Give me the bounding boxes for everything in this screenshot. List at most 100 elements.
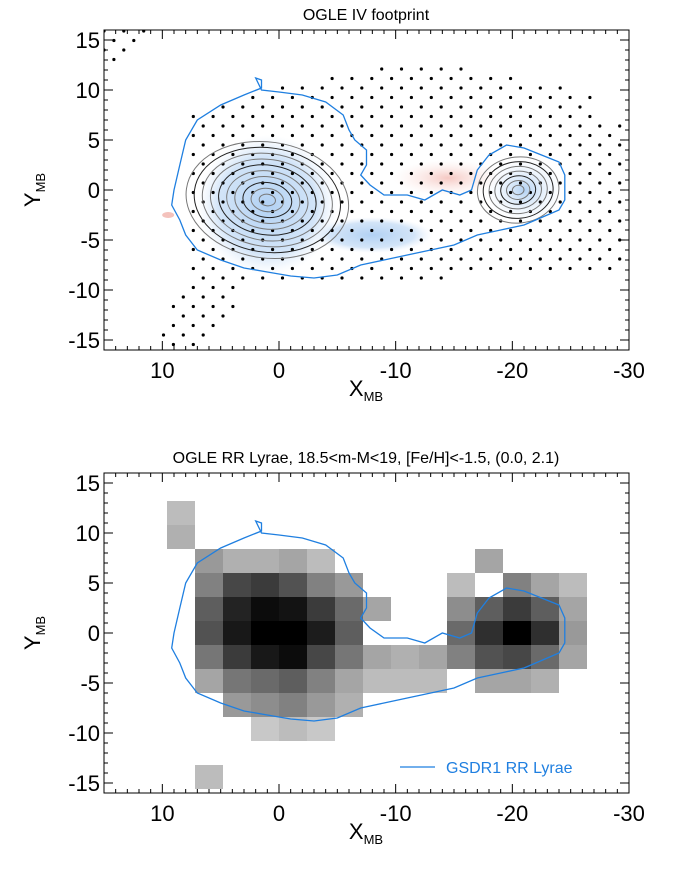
field-point xyxy=(439,257,443,261)
field-point xyxy=(618,238,622,242)
field-point xyxy=(370,266,374,271)
field-point xyxy=(469,190,473,195)
x-axis-label: XMB xyxy=(349,376,383,404)
heatmap-cell xyxy=(307,549,335,573)
field-point xyxy=(469,228,473,233)
field-point xyxy=(548,190,552,195)
heatmap-cell xyxy=(251,573,279,597)
heatmap-cell xyxy=(223,549,251,573)
field-point xyxy=(409,95,413,100)
field-point xyxy=(399,181,404,185)
field-point xyxy=(429,133,433,138)
field-point xyxy=(419,143,423,147)
field-point xyxy=(350,228,354,233)
field-point xyxy=(598,124,602,128)
field-point xyxy=(171,323,175,328)
field-point xyxy=(518,105,523,109)
field-point xyxy=(409,209,413,214)
y-axis-label: YMB xyxy=(20,616,48,650)
field-point xyxy=(181,314,185,318)
field-point xyxy=(459,200,463,204)
field-point xyxy=(608,171,612,176)
field-point xyxy=(399,162,404,166)
x-tick-label: 0 xyxy=(273,358,285,383)
field-point xyxy=(459,219,463,223)
field-point xyxy=(588,190,592,195)
field-point xyxy=(380,143,384,147)
field-point xyxy=(241,238,245,242)
field-point xyxy=(310,266,314,271)
heatmap-cell xyxy=(223,597,251,621)
field-point xyxy=(528,95,533,100)
field-point xyxy=(261,143,265,147)
field-point xyxy=(380,105,384,109)
field-point xyxy=(509,76,513,81)
heatmap-cell xyxy=(307,693,335,717)
field-point xyxy=(271,133,275,138)
field-point xyxy=(489,133,493,138)
field-point xyxy=(608,152,612,157)
contour-line xyxy=(258,193,276,207)
field-point xyxy=(370,228,374,233)
field-point xyxy=(548,152,552,157)
field-point xyxy=(290,266,294,271)
field-point xyxy=(261,124,265,128)
field-point xyxy=(608,247,612,252)
field-point xyxy=(300,143,304,147)
field-point xyxy=(449,266,453,271)
field-point xyxy=(360,219,364,223)
field-point xyxy=(419,200,423,204)
field-point xyxy=(608,190,612,195)
field-point xyxy=(568,190,572,195)
field-point xyxy=(409,266,413,271)
field-point xyxy=(528,114,533,119)
field-point xyxy=(360,86,364,90)
y-tick-label: -5 xyxy=(80,671,100,696)
field-point xyxy=(548,266,552,271)
field-point xyxy=(290,114,294,119)
heatmap-cell xyxy=(167,501,195,525)
field-point xyxy=(201,162,205,166)
field-point xyxy=(211,190,215,195)
field-point xyxy=(449,133,453,138)
field-point xyxy=(340,162,344,166)
field-point xyxy=(608,209,612,214)
heatmap-cell xyxy=(531,621,559,645)
field-point xyxy=(330,190,334,195)
field-point xyxy=(469,209,473,214)
field-point xyxy=(350,190,354,195)
field-point xyxy=(578,124,582,128)
field-point xyxy=(340,105,344,109)
heatmap-cell xyxy=(251,597,279,621)
field-point xyxy=(340,219,344,223)
heatmap-cell xyxy=(447,573,475,597)
field-point xyxy=(300,124,304,128)
field-point xyxy=(330,76,334,81)
field-point xyxy=(380,162,384,166)
contour-line xyxy=(185,140,350,260)
heatmap-cell xyxy=(307,645,335,669)
x-tick-label: 10 xyxy=(150,358,174,383)
legend-label: GSDR1 RR Lyrae xyxy=(446,760,573,777)
field-point xyxy=(459,257,463,261)
field-point xyxy=(399,276,404,280)
field-point xyxy=(578,238,582,242)
field-point xyxy=(211,323,215,328)
field-point xyxy=(350,152,354,157)
field-point xyxy=(618,200,622,204)
field-point xyxy=(280,162,285,166)
contour-line xyxy=(250,187,285,213)
field-point xyxy=(201,276,205,280)
field-point xyxy=(439,181,443,185)
field-point xyxy=(330,95,334,100)
field-point xyxy=(340,86,344,90)
field-point xyxy=(320,219,324,223)
field-point xyxy=(439,67,443,71)
field-point xyxy=(528,228,533,233)
field-point xyxy=(598,143,602,147)
field-point xyxy=(241,276,245,280)
contour-line xyxy=(226,170,309,230)
axes: 10 0 -10 -20 -30 15 10 5 0 -5 -10 -15 xyxy=(68,28,645,383)
field-point xyxy=(548,133,552,138)
field-point xyxy=(409,190,413,195)
